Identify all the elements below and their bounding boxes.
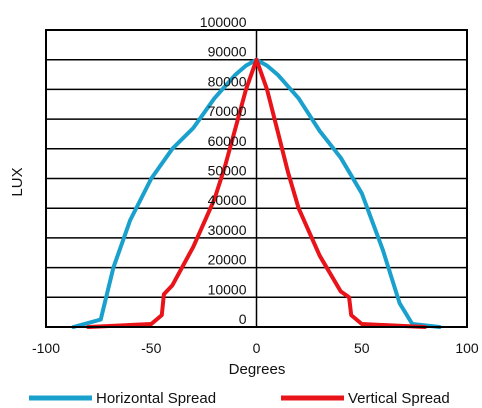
x-tick-label: 0 <box>253 340 261 356</box>
y-tick-label: 60000 <box>208 133 247 149</box>
y-tick-label: 100000 <box>200 14 247 30</box>
legend-label-horizontal: Horizontal Spread <box>96 390 216 407</box>
legend: Horizontal Spread Vertical Spread <box>29 390 450 407</box>
x-tick-labels: -100 -50 0 50 100 <box>32 340 479 356</box>
y-tick-label: 20000 <box>208 252 247 268</box>
plot-border <box>45 29 468 328</box>
x-tick-label: 50 <box>354 340 370 356</box>
series-line-vertical <box>86 57 427 329</box>
plot-frame <box>45 29 468 328</box>
legend-label-vertical: Vertical Spread <box>348 390 450 407</box>
y-tick-label: 10000 <box>208 281 247 297</box>
y-axis-label: LUX <box>9 167 26 196</box>
y-tick-label: 30000 <box>208 222 247 238</box>
x-tick-label: -100 <box>32 340 60 356</box>
y-tick-labels: 0 10000 20000 30000 40000 50000 60000 70000 8000… <box>200 14 247 327</box>
x-tick-label: 100 <box>455 340 479 356</box>
y-tick-label: 90000 <box>208 44 247 60</box>
y-tick-label: 80000 <box>208 73 247 89</box>
y-tick-label: 50000 <box>208 163 247 179</box>
y-tick-label: 0 <box>239 311 247 327</box>
y-tick-label: 70000 <box>208 103 247 119</box>
y-tick-label: 40000 <box>208 192 247 208</box>
x-axis-label: Degrees <box>229 361 286 378</box>
x-tick-label: -50 <box>141 340 161 356</box>
series-lines <box>71 57 442 329</box>
